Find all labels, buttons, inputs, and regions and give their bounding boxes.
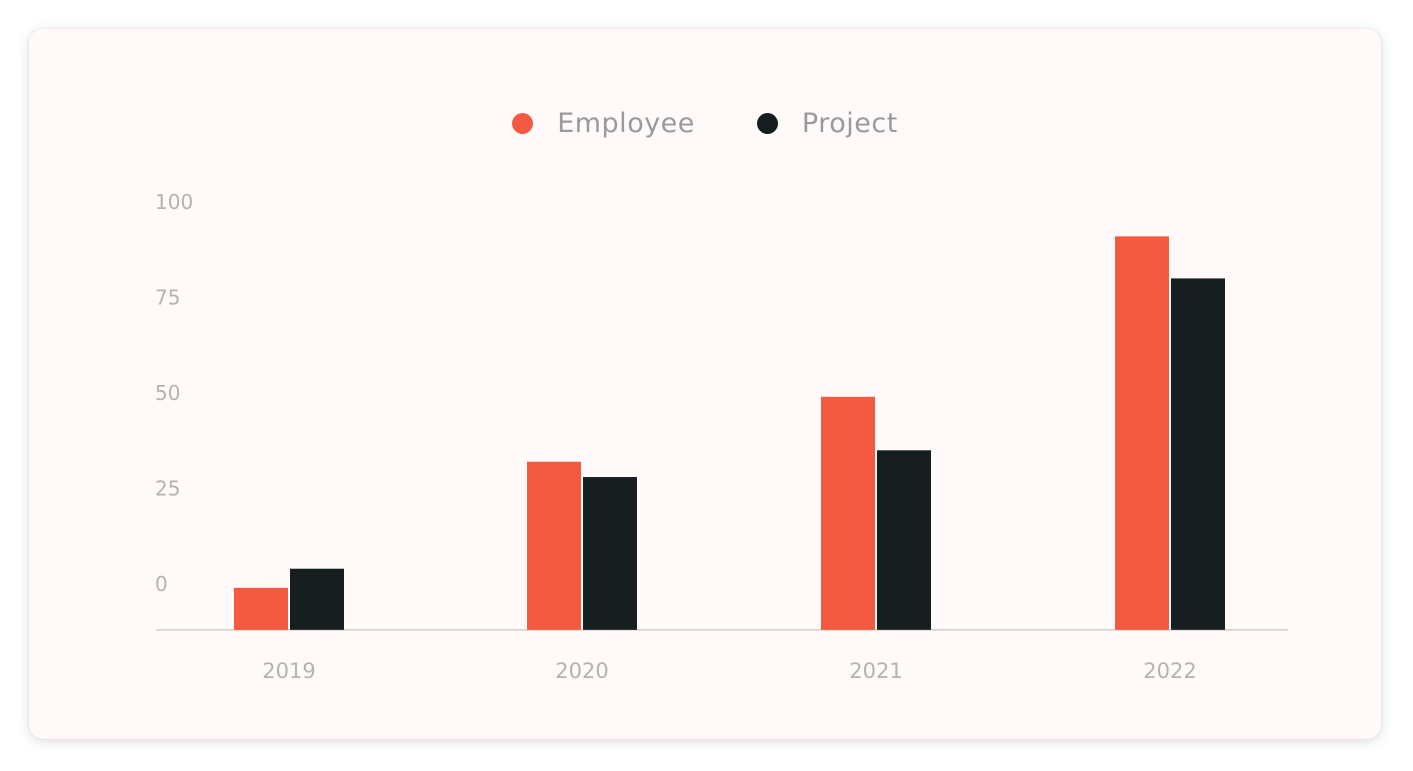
y-tick-label: 100	[155, 190, 193, 214]
legend: Employee Project	[29, 103, 1381, 143]
bar-chart: 0 25 50 75 100 2019 2020 2021 2022	[155, 190, 1288, 683]
chart-card: Employee Project 0 25 50 75 100 2019 2020 2021 2…	[29, 29, 1381, 739]
x-tick-label: 2020	[555, 659, 608, 683]
x-tick-label: 2019	[262, 659, 315, 683]
legend-dot-employee	[512, 112, 534, 134]
x-tick-label: 2021	[849, 659, 902, 683]
x-tick-label: 2022	[1143, 659, 1196, 683]
bar-project-2019[interactable]	[290, 568, 344, 630]
bar-employee-2022[interactable]	[1115, 236, 1169, 630]
bar-project-2022[interactable]	[1171, 278, 1225, 630]
bar-employee-2020[interactable]	[527, 461, 581, 630]
legend-label-project: Project	[801, 107, 898, 139]
y-tick-label: 50	[155, 381, 180, 405]
legend-item-project[interactable]: Project	[756, 107, 898, 139]
bar-project-2020[interactable]	[583, 477, 637, 630]
bar-employee-2019[interactable]	[234, 587, 288, 630]
legend-dot-project	[756, 112, 778, 134]
y-tick-label: 0	[155, 572, 168, 596]
bar-project-2021[interactable]	[877, 450, 931, 630]
legend-item-employee[interactable]: Employee	[512, 108, 695, 139]
y-tick-label: 75	[155, 286, 180, 310]
y-tick-label: 25	[155, 477, 180, 501]
legend-label-employee: Employee	[557, 107, 695, 139]
bar-employee-2021[interactable]	[821, 396, 875, 630]
